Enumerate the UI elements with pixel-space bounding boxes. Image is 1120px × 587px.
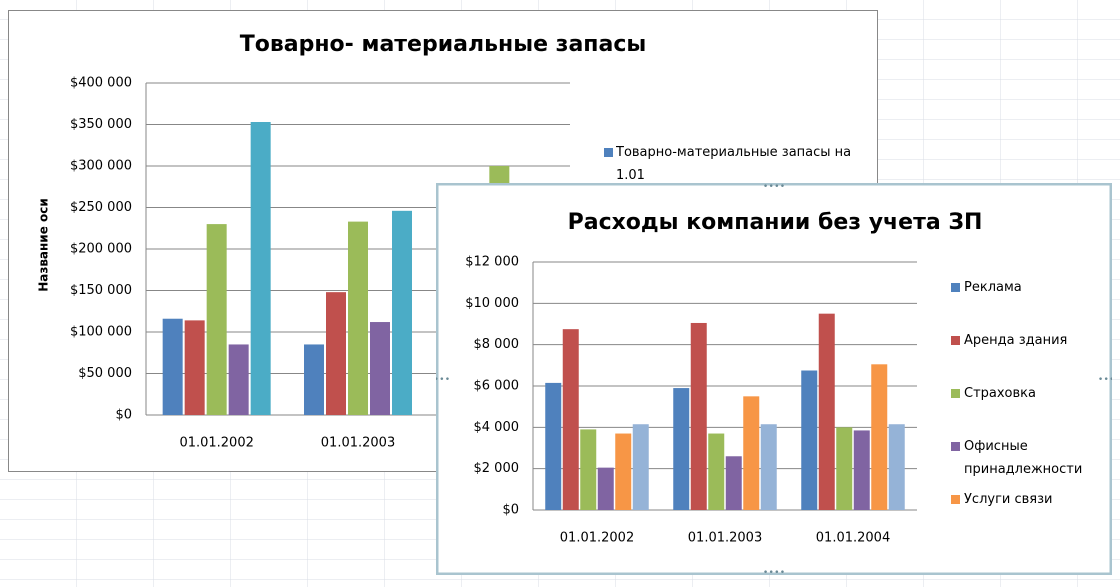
y-tick-label: $0 <box>502 503 519 518</box>
y-tick-label: $150 000 <box>70 283 132 298</box>
legend-item: Реклама <box>964 280 1022 295</box>
bar <box>162 318 183 415</box>
chart[interactable]: Расходы компании без учета ЗП $0 $2 000 $4 … <box>436 183 1112 575</box>
legend-label: Аренда здания <box>964 333 1068 348</box>
bar <box>184 320 205 415</box>
bar <box>690 322 707 510</box>
legend-marker <box>951 495 960 504</box>
x-tick-label: 01.01.2003 <box>321 436 395 451</box>
resize-handle: ∙∙∙∙ <box>763 183 786 192</box>
legend-label: Услуги связи <box>964 492 1053 507</box>
y-tick-label: $250 000 <box>70 200 132 215</box>
bar <box>760 424 777 510</box>
y-tick-label: $8 000 <box>474 337 520 352</box>
y-axis-label: Название оси <box>37 198 51 292</box>
y-tick-label: $12 000 <box>465 255 519 270</box>
y-tick-label: $400 000 <box>70 76 132 91</box>
legend-label: Страховка <box>964 386 1036 401</box>
y-tick-label: $0 <box>115 408 132 423</box>
bar <box>725 456 742 510</box>
bar <box>580 429 597 510</box>
bar <box>888 424 905 510</box>
legend-item: Товарно-материальные запасы на 1.01 <box>616 145 852 183</box>
bar <box>615 433 632 510</box>
legend-item: Аренда здания <box>964 333 1068 348</box>
bar <box>853 430 870 510</box>
bar <box>743 396 760 510</box>
legend-item: Страховка <box>964 386 1036 401</box>
legend-marker <box>951 442 960 451</box>
bar <box>836 427 853 510</box>
bar <box>801 370 818 510</box>
bar <box>250 122 271 415</box>
bar <box>304 344 324 415</box>
bar <box>673 388 690 510</box>
legend-label: Товарно-материальные запасы на 1.01 <box>616 145 852 183</box>
chart-title: Расходы компании без учета ЗП <box>568 210 983 235</box>
legend-label: Офисные принадлежности <box>964 439 1083 477</box>
bar <box>562 329 579 510</box>
bar <box>348 221 368 415</box>
x-tick-label: 01.01.2004 <box>816 531 890 546</box>
x-tick-label: 01.01.2003 <box>688 531 762 546</box>
y-tick-label: $50 000 <box>78 366 132 381</box>
x-tick-label: 01.01.2002 <box>560 531 634 546</box>
y-tick-label: $6 000 <box>474 379 520 394</box>
bar <box>370 322 390 415</box>
legend-marker <box>951 283 960 292</box>
x-tick-label: 01.01.2002 <box>179 436 253 451</box>
y-tick-label: $300 000 <box>70 159 132 174</box>
legend-marker <box>604 148 613 157</box>
bar <box>392 210 412 415</box>
bar <box>708 433 725 510</box>
resize-handle: ∙∙∙∙ <box>763 568 786 576</box>
bar <box>326 292 346 415</box>
chart-title: Товарно- материальные запасы <box>240 32 647 57</box>
bar <box>597 467 614 510</box>
legend-item: Офисные принадлежности <box>964 439 1083 477</box>
y-tick-label: $2 000 <box>474 461 520 476</box>
bar <box>632 424 649 510</box>
legend-marker <box>951 336 960 345</box>
y-tick-label: $100 000 <box>70 325 132 340</box>
legend-marker <box>951 389 960 398</box>
legend-label: Реклама <box>964 280 1022 295</box>
legend-item: Услуги связи <box>964 492 1053 507</box>
bar <box>545 382 562 510</box>
y-tick-label: $350 000 <box>70 117 132 132</box>
resize-handle: ∙∙∙∙ <box>1098 375 1112 385</box>
y-tick-label: $10 000 <box>465 296 519 311</box>
bar <box>206 224 227 415</box>
y-tick-label: $4 000 <box>474 420 520 435</box>
bar <box>818 313 835 510</box>
bar <box>228 344 249 415</box>
bar <box>871 364 888 510</box>
resize-handle: ∙∙∙∙ <box>436 375 450 385</box>
y-tick-label: $200 000 <box>70 242 132 257</box>
